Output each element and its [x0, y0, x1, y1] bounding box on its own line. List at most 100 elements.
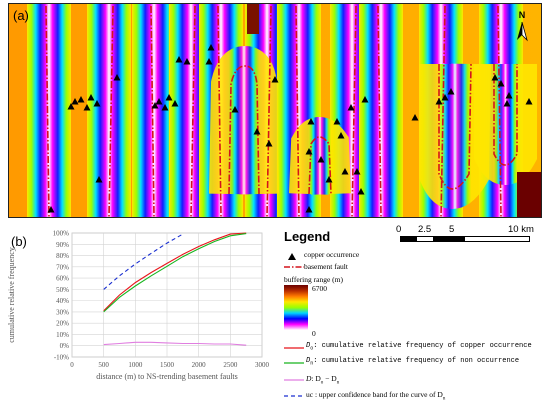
y-tick-label: 90%	[56, 241, 69, 249]
copper-occurrence	[205, 58, 213, 65]
fault-loop	[228, 65, 260, 195]
buffer-stripes	[27, 4, 537, 217]
copper-occurrence	[231, 106, 239, 113]
fault-line	[440, 5, 446, 217]
panel-label-a: (a)	[13, 8, 29, 23]
copper-occurrence	[151, 102, 159, 109]
fault-line	[266, 5, 272, 217]
legend-fault: basement fault	[304, 262, 348, 271]
y-tick-label: 80%	[56, 252, 69, 260]
copper-occurrence	[183, 58, 191, 65]
series-d-line	[103, 341, 247, 346]
legend-do: Do: cumulative relative frequency of cop…	[306, 342, 532, 352]
buffer-loop	[209, 45, 279, 195]
copper-occurrence	[525, 98, 533, 105]
x-tick-label: 2000	[192, 361, 207, 369]
legend-title: Legend	[284, 229, 331, 244]
fault-line	[190, 5, 196, 217]
x-tick-label: 0	[70, 361, 74, 369]
y-tick-label: 10%	[56, 331, 69, 339]
north-arrow: N	[511, 10, 533, 46]
buffer-map-svg	[9, 4, 541, 217]
y-tick-label: 50%	[56, 286, 69, 294]
legend-line-icons	[284, 347, 304, 397]
copper-occurrence	[337, 132, 345, 139]
x-tick-label: 3000	[255, 361, 270, 369]
copper-occurrence	[503, 100, 511, 107]
copper-occurrence	[307, 118, 315, 125]
scale-tick-5: 5	[449, 224, 455, 235]
x-tick-label: 500	[98, 361, 109, 369]
fault-loop	[308, 136, 332, 195]
legend-buffer-min: 0	[312, 329, 316, 338]
copper-occurrence	[317, 156, 325, 163]
copper-occurrence	[93, 100, 101, 107]
y-axis-label: cumulative relative frequency	[7, 247, 16, 343]
copper-occurrence	[411, 114, 419, 121]
x-tick-label: 1000	[128, 361, 143, 369]
copper-occurrence	[265, 140, 273, 147]
y-tick-label: -10%	[54, 354, 69, 362]
fault-line	[295, 5, 300, 217]
copper-occurrence	[171, 100, 179, 107]
copper-occurrence	[87, 94, 95, 101]
copper-occurrence	[67, 103, 75, 110]
legend-copper: copper occurrence	[304, 250, 360, 259]
fault-line	[377, 5, 382, 217]
copper-occurrence	[491, 74, 499, 81]
legend-buffer-title: buffering range (m)	[284, 275, 344, 284]
copper-occurrence	[361, 96, 369, 103]
copper-occurrence	[347, 104, 355, 111]
legend-d: D: Do − Dn	[306, 374, 340, 386]
fault-line	[497, 5, 502, 217]
copper-occurrence	[435, 98, 443, 105]
copper-occurrence	[497, 80, 505, 87]
legend-dn: Dn: cumulative relative frequency of non…	[306, 357, 520, 367]
series-uc-line	[103, 233, 184, 290]
copper-occurrence	[207, 44, 215, 51]
fault-loop	[493, 64, 518, 166]
y-tick-label: 60%	[56, 275, 69, 283]
copper-occurrence	[441, 94, 449, 101]
copper-occurrence	[253, 128, 261, 135]
copper-occurrence	[155, 98, 163, 105]
copper-occurrence	[83, 104, 91, 111]
x-axis-label: distance (m) to NS-trending basement fau…	[96, 372, 238, 381]
copper-occurrence	[325, 176, 333, 183]
y-tick-label: 20%	[56, 320, 69, 328]
copper-occurrence	[447, 88, 455, 95]
cumulative-frequency-chart: -10% 0% 10% 20% 30% 40% 50% 60% 70% 80% 90% 100% 0 50…	[7, 230, 270, 382]
scale-tick-10: 10 km	[508, 224, 534, 235]
copper-occurrences	[47, 44, 533, 213]
copper-occurrence	[305, 148, 313, 155]
copper-occurrence	[71, 98, 79, 105]
dark-zone-southeast	[517, 172, 541, 217]
copper-occurrence	[161, 104, 169, 111]
fault-line	[150, 5, 155, 217]
y-tick-label: 40%	[56, 297, 69, 305]
fault-line	[217, 5, 222, 217]
legend-symbols	[284, 253, 304, 268]
copper-occurrence	[95, 176, 103, 183]
copper-occurrence	[353, 168, 361, 175]
fault-line	[351, 5, 357, 217]
buffer-map	[8, 3, 542, 218]
scale-tick-0: 0	[396, 224, 402, 235]
north-label: N	[518, 10, 526, 20]
north-arrow-icon	[517, 21, 528, 42]
copper-occurrence	[113, 74, 121, 81]
copper-occurrence	[165, 94, 173, 101]
x-tick-label: 1500	[160, 361, 175, 369]
buffer-loop	[289, 117, 351, 195]
dark-zone-north	[247, 4, 259, 34]
scale-tick-2-5: 2.5	[418, 224, 432, 235]
basement-faults	[45, 5, 518, 217]
y-tick-label: 100%	[53, 230, 70, 238]
fault-line	[45, 5, 50, 217]
panel-label-b: (b)	[11, 234, 27, 249]
copper-occurrence	[505, 92, 513, 99]
y-tick-label: 70%	[56, 263, 69, 271]
scale-bar	[400, 236, 530, 242]
series-dn-line	[103, 233, 247, 313]
copper-occurrence	[357, 188, 365, 195]
